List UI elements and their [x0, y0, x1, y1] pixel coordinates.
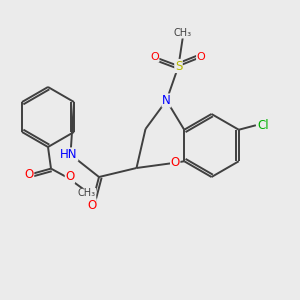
Text: Cl: Cl: [257, 119, 269, 132]
Text: N: N: [162, 94, 171, 107]
Text: CH₃: CH₃: [78, 188, 96, 199]
Text: O: O: [171, 156, 180, 169]
Text: S: S: [175, 59, 182, 73]
Text: CH₃: CH₃: [174, 28, 192, 38]
Text: HN: HN: [60, 148, 78, 161]
Text: O: O: [150, 52, 159, 62]
Text: O: O: [87, 199, 96, 212]
Text: O: O: [25, 167, 34, 181]
Text: O: O: [196, 52, 206, 62]
Text: O: O: [65, 170, 74, 183]
